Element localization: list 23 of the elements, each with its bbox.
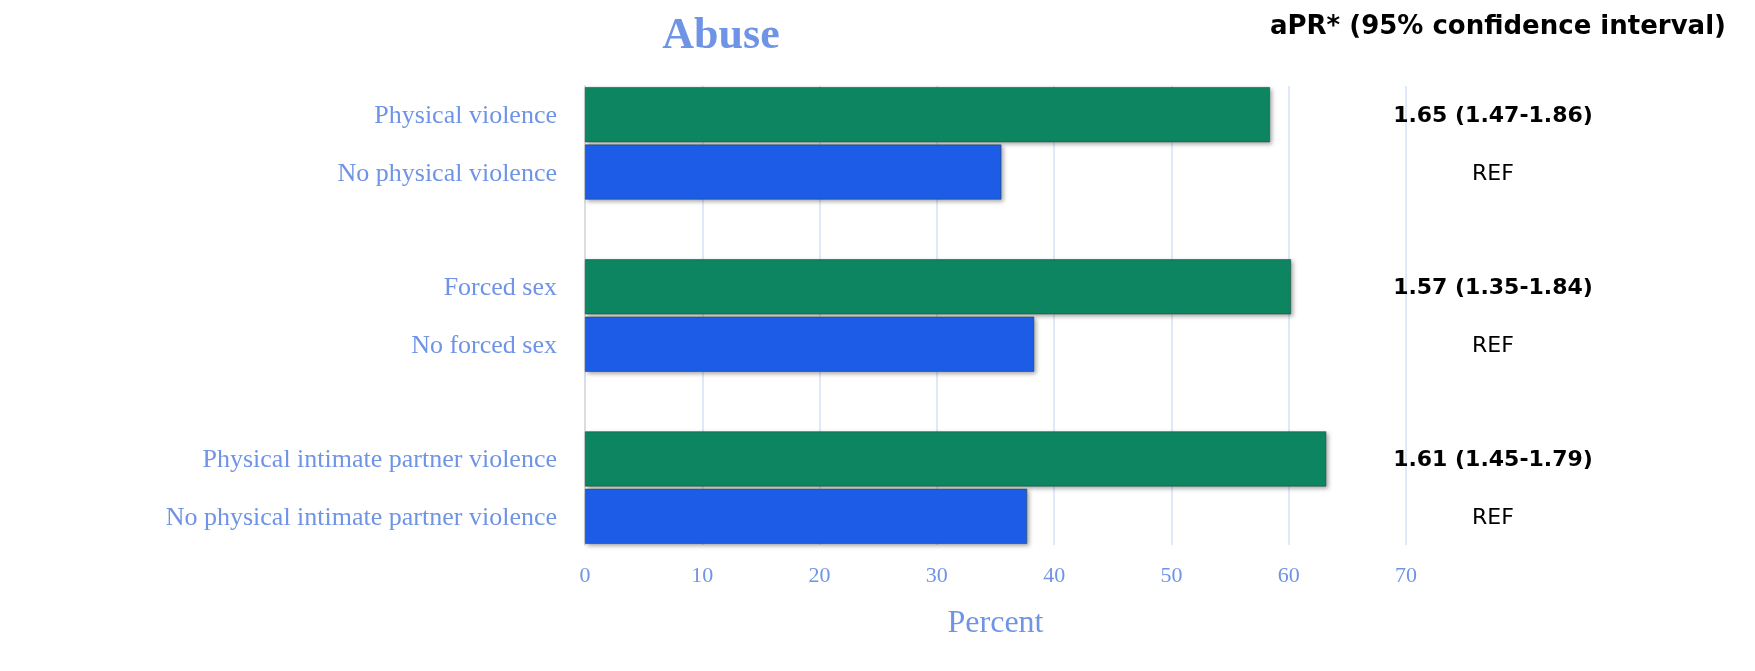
- x-tick-label: 50: [1160, 561, 1183, 587]
- x-tick-label: 0: [579, 561, 591, 587]
- y-tick-label: No physical intimate partner violence: [165, 501, 557, 531]
- annotation: 1.65 (1.47-1.86): [1393, 102, 1593, 128]
- y-tick-label: No physical violence: [337, 157, 557, 187]
- x-axis-title: Percent: [947, 603, 1044, 639]
- x-tick-label: 20: [808, 561, 831, 587]
- chart-title: Abuse: [662, 8, 780, 58]
- y-tick-label: No forced sex: [411, 329, 557, 359]
- y-tick-label: Physical intimate partner violence: [202, 444, 557, 474]
- x-tick-label: 70: [1395, 561, 1417, 587]
- x-tick-label: 40: [1043, 561, 1066, 587]
- annotation: 1.61 (1.45-1.79): [1393, 446, 1593, 472]
- x-tick-label: 10: [691, 561, 714, 587]
- text: REF: [1472, 331, 1514, 357]
- text: REF: [1472, 503, 1514, 529]
- x-tick-label: 30: [925, 561, 948, 587]
- annotation: 1.57 (1.35-1.84): [1393, 274, 1593, 300]
- x-tick-label: 60: [1277, 561, 1300, 587]
- text: REF: [1472, 159, 1514, 185]
- y-tick-label: Physical violence: [374, 100, 557, 130]
- y-tick-label: Forced sex: [443, 272, 557, 302]
- text: aPR* (95% confidence interval): [1270, 10, 1726, 40]
